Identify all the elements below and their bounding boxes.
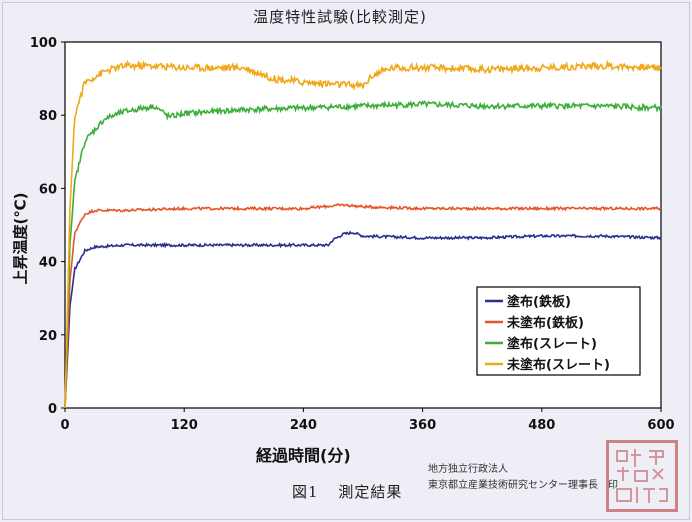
legend-label: 塗布(スレート) bbox=[507, 336, 597, 352]
series-line-3 bbox=[64, 100, 662, 409]
legend-label: 塗布(鉄板) bbox=[507, 294, 571, 310]
figure-label: 図1 bbox=[292, 483, 319, 501]
y-tick-label: 80 bbox=[39, 109, 57, 124]
y-tick-label: 100 bbox=[30, 36, 57, 51]
chart-title: 温度特性試験(比較測定) bbox=[253, 8, 427, 26]
x-tick-label: 360 bbox=[409, 418, 436, 433]
figure-title: 測定結果 bbox=[338, 483, 403, 501]
issuer-name: 東京都立産業技術研究センター理事長印 bbox=[428, 476, 618, 491]
series-line-2 bbox=[64, 203, 662, 409]
series-line-1 bbox=[64, 230, 662, 409]
issuer-org-type: 地方独立行政法人 bbox=[428, 464, 508, 475]
x-tick-label: 0 bbox=[60, 418, 69, 433]
x-tick-label: 120 bbox=[171, 418, 198, 433]
legend-label: 未塗布(鉄板) bbox=[506, 315, 584, 331]
x-tick-label: 600 bbox=[647, 418, 674, 433]
issuer-title: 東京都立産業技術研究センター理事長 bbox=[428, 480, 598, 491]
seal-mark-text: 印 bbox=[608, 480, 618, 491]
y-tick-label: 60 bbox=[39, 182, 57, 197]
figure-caption: 図1 測定結果 bbox=[292, 481, 402, 502]
y-tick-label: 20 bbox=[39, 329, 57, 344]
legend-label: 未塗布(スレート) bbox=[506, 357, 610, 373]
official-seal-stamp bbox=[606, 440, 678, 512]
x-axis-label: 経過時間(分) bbox=[256, 446, 351, 465]
legend-box bbox=[476, 286, 641, 376]
y-axis-label: 上昇温度(℃) bbox=[11, 192, 30, 285]
x-tick-label: 240 bbox=[290, 418, 317, 433]
y-tick-label: 40 bbox=[39, 256, 57, 271]
series-line-4 bbox=[64, 59, 662, 409]
x-tick-label: 480 bbox=[528, 418, 555, 433]
y-tick-label: 0 bbox=[48, 402, 57, 417]
seal-icon bbox=[616, 449, 668, 503]
